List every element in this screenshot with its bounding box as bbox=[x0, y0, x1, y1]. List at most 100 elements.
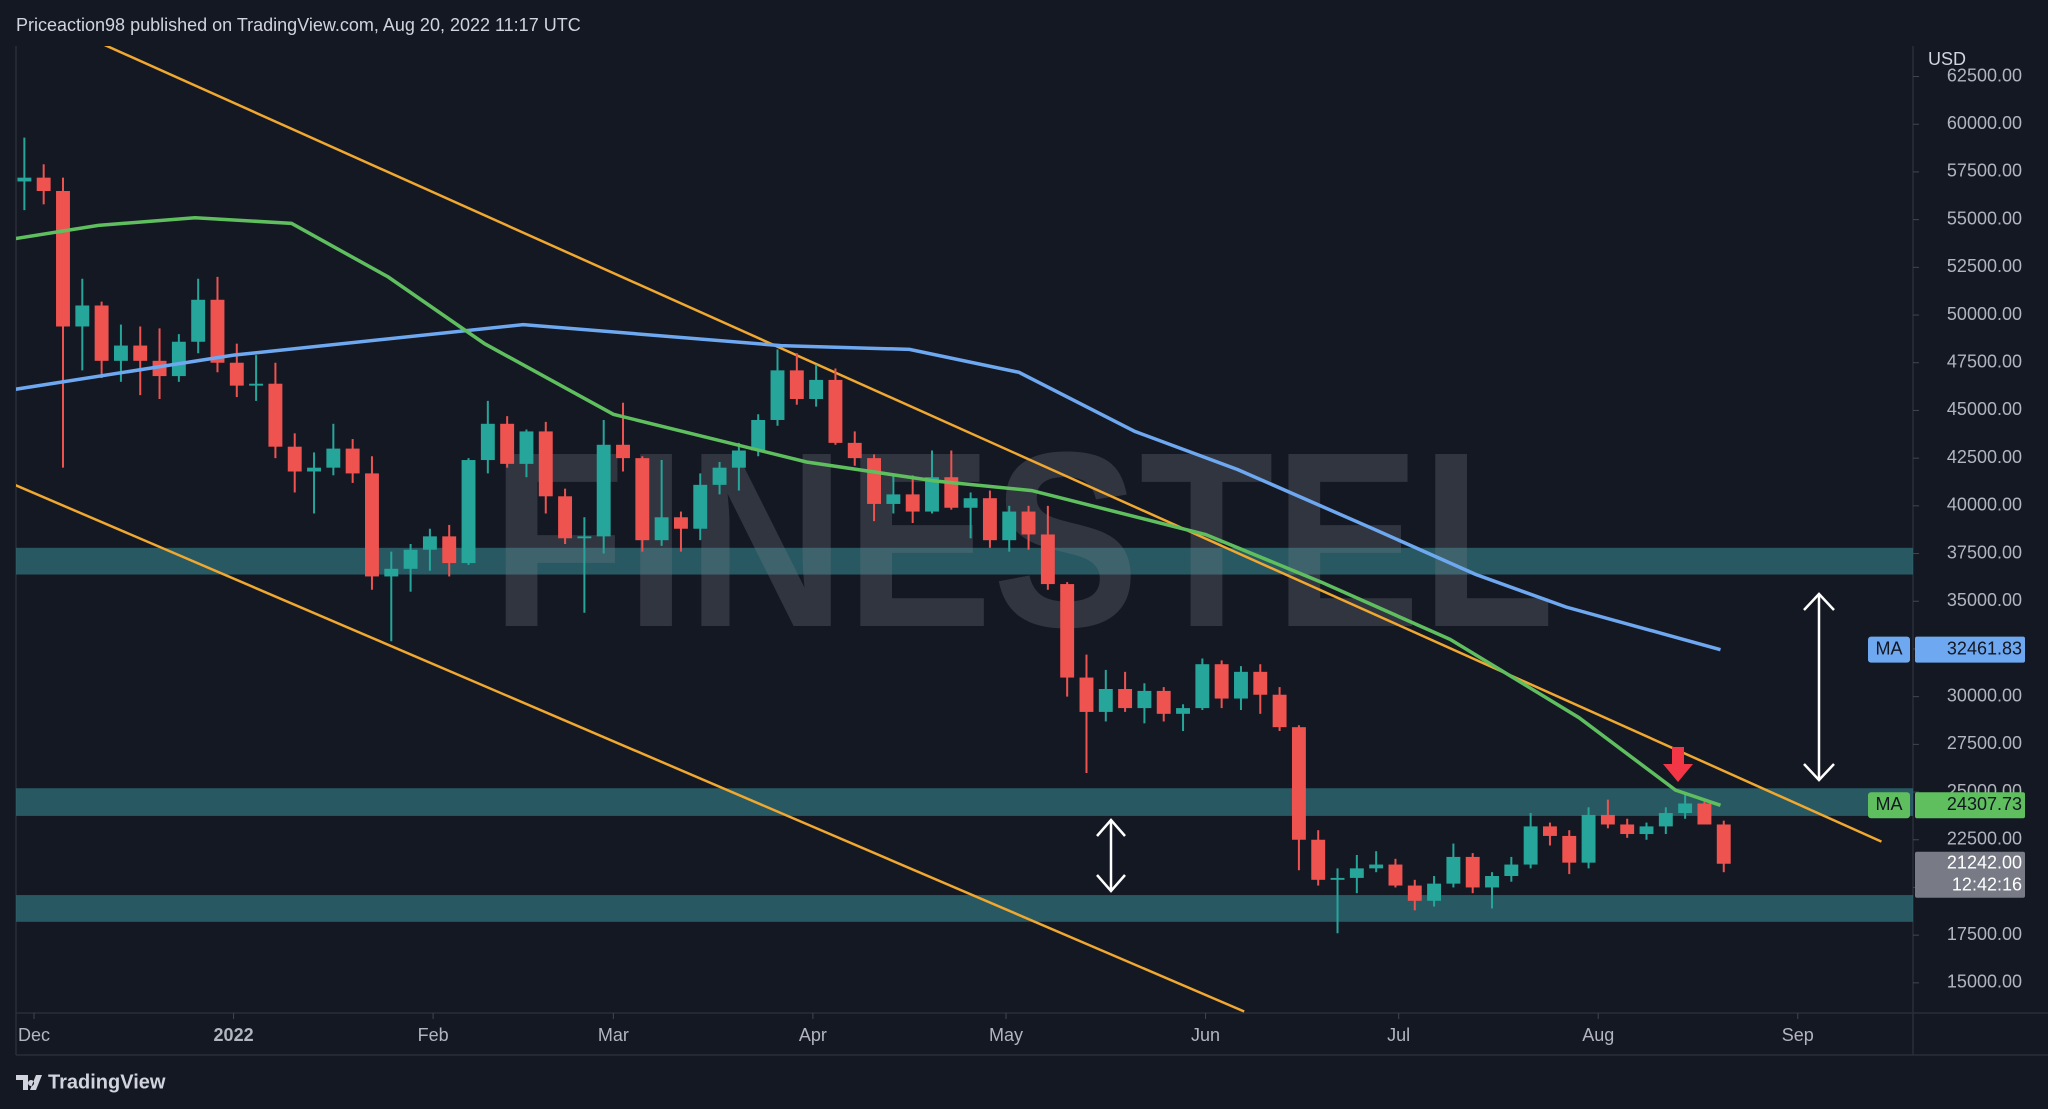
candle-body bbox=[1581, 814, 1596, 863]
candle-body bbox=[480, 423, 495, 461]
candle-body bbox=[17, 177, 32, 182]
y-tick-label: 57500.00 bbox=[1947, 161, 2022, 181]
candle-body bbox=[1040, 534, 1055, 585]
candle-body bbox=[1291, 727, 1306, 840]
candle-body bbox=[422, 536, 437, 550]
y-tick-label: 60000.00 bbox=[1947, 113, 2022, 133]
x-tick-label: Sep bbox=[1782, 1025, 1814, 1045]
currency: USD bbox=[1928, 49, 1966, 69]
candle-body bbox=[1272, 694, 1287, 728]
y-tick-label: 22500.00 bbox=[1947, 828, 2022, 848]
ma-line bbox=[16, 322, 1721, 652]
candle-body bbox=[1600, 814, 1615, 825]
ma-value: 32461.83 bbox=[1947, 638, 2022, 658]
ma-value-box bbox=[1915, 792, 2025, 819]
x-tick-label: Jul bbox=[1387, 1025, 1410, 1045]
candle-body bbox=[268, 383, 283, 447]
candle-body bbox=[442, 536, 457, 564]
x-tick-label: Aug bbox=[1582, 1025, 1614, 1045]
x-tick-label: Jun bbox=[1191, 1025, 1220, 1045]
candle-body bbox=[1678, 803, 1693, 814]
x-tick-label: May bbox=[989, 1025, 1023, 1045]
candle-body bbox=[171, 341, 186, 377]
candle-body bbox=[1697, 803, 1712, 825]
ma-tag: MA bbox=[1876, 638, 1903, 658]
y-tick-label: 62500.00 bbox=[1947, 65, 2022, 85]
candle-body bbox=[963, 498, 978, 508]
candle-body bbox=[1234, 671, 1248, 699]
candle-body bbox=[75, 305, 90, 327]
candle-body bbox=[867, 458, 882, 504]
candle-body bbox=[944, 477, 959, 508]
zones bbox=[16, 547, 1913, 922]
candle-body bbox=[1465, 856, 1480, 888]
candle-body bbox=[249, 383, 264, 386]
candle-body bbox=[191, 299, 206, 342]
y-tick-label: 45000.00 bbox=[1947, 399, 2022, 419]
candle-body bbox=[229, 362, 244, 386]
candle-body bbox=[1195, 664, 1210, 709]
candle-body bbox=[519, 431, 534, 464]
candle-body bbox=[1562, 835, 1577, 863]
trendline bbox=[103, 46, 1882, 843]
y-tick-label: 42500.00 bbox=[1947, 447, 2022, 467]
candle-body bbox=[1349, 868, 1364, 878]
candle-body bbox=[287, 446, 302, 472]
plot: FINESTEL bbox=[16, 46, 1913, 1013]
trendlines bbox=[16, 46, 1882, 1013]
candle-body bbox=[654, 517, 669, 541]
candle-body bbox=[693, 484, 708, 529]
range-arrow bbox=[1096, 818, 1126, 893]
moving-averages bbox=[16, 215, 1722, 807]
candle-body bbox=[1176, 708, 1190, 714]
candle-body bbox=[1446, 856, 1461, 884]
y-tick-label: 40000.00 bbox=[1947, 495, 2022, 515]
candle-body bbox=[1542, 826, 1557, 836]
candle-body bbox=[538, 431, 553, 497]
down-arrow bbox=[1663, 747, 1693, 782]
candle-body bbox=[558, 496, 573, 539]
candle-body bbox=[886, 494, 901, 504]
candle-body bbox=[1214, 664, 1229, 699]
y-tick-label: 52500.00 bbox=[1947, 256, 2022, 276]
y-tick-label: 47500.00 bbox=[1947, 351, 2022, 371]
countdown: 12:42:16 bbox=[1952, 875, 2022, 895]
y-tick-label: 50000.00 bbox=[1947, 304, 2022, 324]
candle-body bbox=[673, 517, 688, 529]
price-box bbox=[1915, 851, 2025, 898]
x-tick-label: Dec bbox=[18, 1025, 50, 1045]
candle-body bbox=[770, 370, 785, 420]
candle-body bbox=[1079, 677, 1094, 712]
candle-body bbox=[712, 467, 727, 485]
candle-body bbox=[1388, 864, 1403, 886]
candle-body bbox=[1427, 883, 1442, 901]
candle-body bbox=[1639, 826, 1654, 835]
candle-body bbox=[828, 379, 843, 443]
candle-body bbox=[1137, 690, 1152, 709]
candle-body bbox=[345, 448, 360, 474]
candle-body bbox=[384, 568, 399, 577]
footer-logo: TradingView bbox=[16, 1071, 166, 1093]
candles bbox=[17, 137, 1731, 934]
candle-body bbox=[847, 442, 862, 459]
candle-body bbox=[1311, 839, 1326, 880]
zone bbox=[16, 788, 1913, 816]
ma-line bbox=[16, 215, 1722, 807]
header: Priceaction98 published on TradingView.c… bbox=[16, 15, 581, 35]
candle-body bbox=[1098, 689, 1113, 712]
candle-body bbox=[577, 536, 592, 539]
candle-body bbox=[635, 458, 650, 541]
x-tick-label: Apr bbox=[799, 1025, 827, 1045]
candle-body bbox=[500, 423, 515, 464]
candle-body bbox=[461, 460, 476, 564]
candle-body bbox=[616, 444, 630, 459]
y-tick-label: 30000.00 bbox=[1947, 685, 2022, 705]
candle-body bbox=[326, 448, 341, 468]
y-tick-label: 27500.00 bbox=[1947, 733, 2022, 753]
candle-body bbox=[403, 549, 418, 569]
candle-body bbox=[1716, 824, 1731, 864]
candle-body bbox=[751, 419, 766, 451]
candle-body bbox=[1156, 690, 1171, 714]
ma-tag-box bbox=[1868, 792, 1910, 819]
